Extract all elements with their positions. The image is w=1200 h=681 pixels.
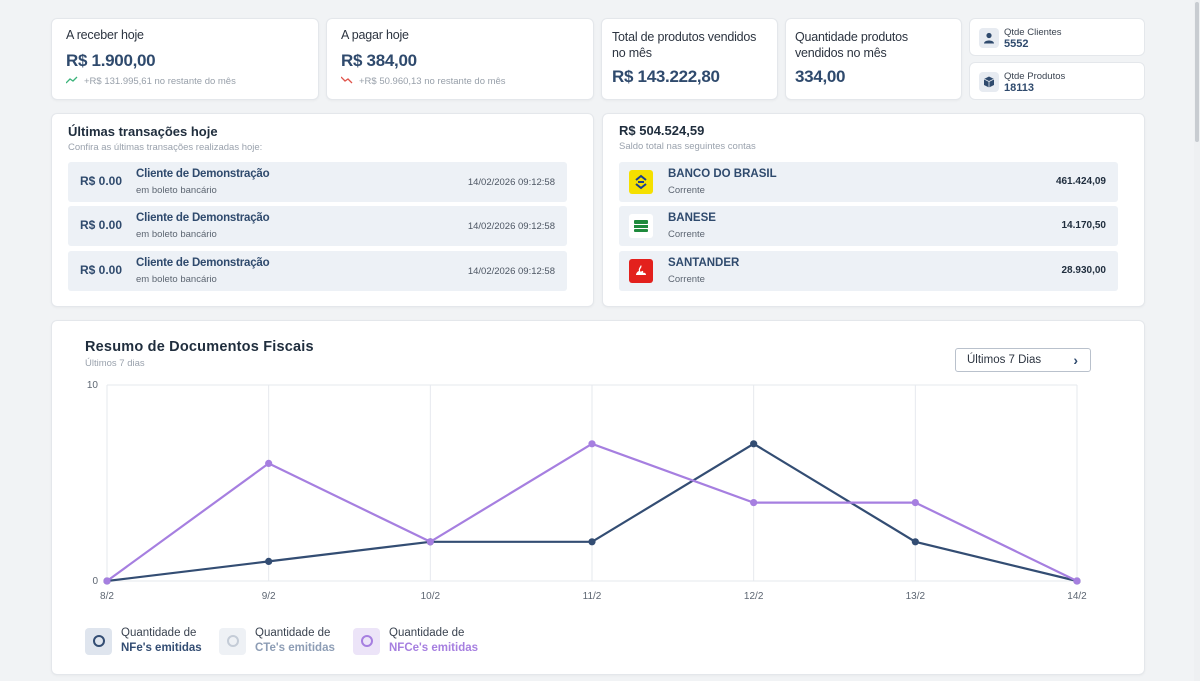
legend-nfe-swatch bbox=[85, 627, 112, 655]
kpi-pay-value: R$ 384,00 bbox=[341, 51, 417, 70]
legend-nfe-prefix: Quantidade de bbox=[121, 627, 197, 639]
account-row[interactable]: SANTANDER Corrente 28.930,00 bbox=[619, 251, 1118, 291]
date-range-button[interactable]: Últimos 7 Dias › bbox=[955, 348, 1091, 372]
transaction-amount: R$ 0.00 bbox=[80, 174, 123, 188]
kpi-receive-label: A receber hoje bbox=[66, 28, 144, 42]
accounts-subtitle: Saldo total nas seguintes contas bbox=[619, 141, 756, 152]
legend-nfe[interactable]: Quantidade de NFe's emitidas bbox=[85, 626, 202, 656]
account-bank-name: BANCO DO BRASIL bbox=[668, 168, 777, 180]
legend-cte-prefix: Quantidade de bbox=[255, 627, 331, 639]
kpi-qty-sold-label: Quantidade produtos vendidos no mês bbox=[795, 30, 908, 60]
kpi-receive-sub-text: +R$ 131.995,61 no restante do mês bbox=[84, 76, 236, 87]
account-type: Corrente bbox=[668, 185, 705, 196]
kpi-pay-sub: +R$ 50.960,13 no restante do mês bbox=[340, 76, 506, 87]
banese-logo-icon bbox=[629, 214, 653, 238]
transactions-subtitle: Confira as últimas transações realizadas… bbox=[68, 142, 263, 153]
kpi-qty-sold-value: 334,00 bbox=[795, 67, 846, 86]
box-icon bbox=[979, 72, 999, 92]
santander-logo-icon bbox=[629, 259, 653, 283]
account-type: Corrente bbox=[668, 274, 705, 285]
scrollbar-thumb[interactable] bbox=[1195, 2, 1199, 142]
page-scrollbar[interactable] bbox=[1194, 0, 1200, 681]
transaction-desc: em boleto bancário bbox=[136, 185, 217, 196]
kpi-clients-label: Qtde Clientes bbox=[1004, 27, 1062, 38]
kpi-products-label: Qtde Produtos bbox=[1004, 71, 1066, 82]
kpi-pay-sub-text: +R$ 50.960,13 no restante do mês bbox=[359, 76, 506, 87]
legend-nfce-label: NFCe's emitidas bbox=[389, 642, 479, 654]
account-row[interactable]: BANCO DO BRASIL Corrente 461.424,09 bbox=[619, 162, 1118, 202]
legend-cte[interactable]: Quantidade de CTe's emitidas bbox=[219, 626, 335, 656]
date-range-label: Últimos 7 Dias bbox=[967, 354, 1042, 366]
account-bank-name: BANESE bbox=[668, 212, 716, 224]
transaction-client: Cliente de Demonstração bbox=[136, 257, 270, 269]
kpi-pay-label: A pagar hoje bbox=[341, 28, 409, 42]
kpi-total-sold-value: R$ 143.222,80 bbox=[612, 67, 720, 86]
kpi-total-sold-label: Total de produtos vendidos no mês bbox=[612, 30, 757, 60]
accounts-total: R$ 504.524,59 bbox=[619, 123, 705, 138]
kpi-receive-sub: +R$ 131.995,61 no restante do mês bbox=[65, 76, 236, 87]
transaction-client: Cliente de Demonstração bbox=[136, 212, 270, 224]
kpi-products-card: Qtde Produtos 18113 bbox=[969, 62, 1145, 100]
kpi-clients-value: 5552 bbox=[1004, 38, 1029, 50]
transaction-row[interactable]: R$ 0.00 Cliente de Demonstração em bolet… bbox=[68, 206, 567, 246]
transaction-datetime: 14/02/2026 09:12:58 bbox=[467, 266, 555, 277]
chevron-right-icon: › bbox=[1073, 352, 1078, 368]
kpi-receive-value: R$ 1.900,00 bbox=[66, 51, 156, 70]
transaction-desc: em boleto bancário bbox=[136, 274, 217, 285]
kpi-clients-card: Qtde Clientes 5552 bbox=[969, 18, 1145, 56]
transactions-card: Últimas transações hoje Confira as últim… bbox=[51, 113, 594, 307]
banco-do-brasil-logo-icon bbox=[629, 170, 653, 194]
account-balance: 28.930,00 bbox=[1061, 265, 1107, 276]
transaction-datetime: 14/02/2026 09:12:58 bbox=[467, 177, 555, 188]
legend-nfce-prefix: Quantidade de bbox=[389, 627, 465, 639]
transaction-row[interactable]: R$ 0.00 Cliente de Demonstração em bolet… bbox=[68, 251, 567, 291]
kpi-receive-card: A receber hoje R$ 1.900,00 +R$ 131.995,6… bbox=[51, 18, 319, 100]
user-icon bbox=[979, 28, 999, 48]
transactions-title: Últimas transações hoje bbox=[68, 124, 218, 139]
legend-cte-swatch bbox=[219, 627, 246, 655]
account-balance: 14.170,50 bbox=[1061, 220, 1107, 231]
legend-nfce-swatch bbox=[353, 627, 380, 655]
account-type: Corrente bbox=[668, 229, 705, 240]
legend-cte-label: CTe's emitidas bbox=[255, 642, 335, 654]
account-balance: 461.424,09 bbox=[1055, 176, 1106, 187]
transaction-desc: em boleto bancário bbox=[136, 229, 217, 240]
fiscal-summary-card bbox=[51, 320, 1145, 675]
kpi-qty-sold-card: Quantidade produtos vendidos no mês 334,… bbox=[785, 18, 962, 100]
transaction-datetime: 14/02/2026 09:12:58 bbox=[467, 221, 555, 232]
legend-nfe-label: NFe's emitidas bbox=[121, 642, 202, 654]
legend-nfce[interactable]: Quantidade de NFCe's emitidas bbox=[353, 626, 478, 656]
kpi-products-value: 18113 bbox=[1004, 82, 1034, 94]
accounts-card: R$ 504.524,59 Saldo total nas seguintes … bbox=[602, 113, 1145, 307]
transaction-row[interactable]: R$ 0.00 Cliente de Demonstração em bolet… bbox=[68, 162, 567, 202]
account-row[interactable]: BANESE Corrente 14.170,50 bbox=[619, 206, 1118, 246]
account-bank-name: SANTANDER bbox=[668, 257, 740, 269]
trend-down-icon bbox=[340, 76, 353, 87]
transaction-client: Cliente de Demonstração bbox=[136, 168, 270, 180]
trend-up-icon bbox=[65, 76, 78, 87]
transaction-amount: R$ 0.00 bbox=[80, 263, 123, 277]
kpi-pay-card: A pagar hoje R$ 384,00 +R$ 50.960,13 no … bbox=[326, 18, 594, 100]
fiscal-subtitle: Últimos 7 dias bbox=[85, 358, 145, 369]
kpi-total-sold-card: Total de produtos vendidos no mês R$ 143… bbox=[601, 18, 778, 100]
fiscal-title: Resumo de Documentos Fiscais bbox=[85, 339, 314, 355]
transaction-amount: R$ 0.00 bbox=[80, 218, 123, 232]
